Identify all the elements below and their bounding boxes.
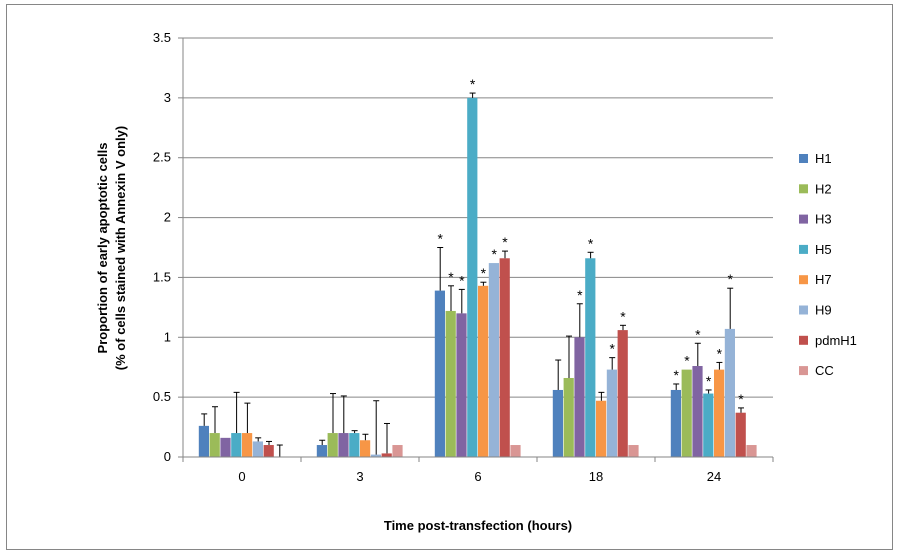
- bar-H2-0: [209, 433, 220, 457]
- legend-label-pdmH1: pdmH1: [815, 333, 857, 348]
- bar-H7-24: [714, 369, 725, 457]
- legend-swatch-H2: [799, 184, 808, 194]
- y-tick-label: 2: [164, 210, 171, 225]
- x-tick-label: 6: [474, 469, 481, 484]
- y-axis-title-line2: (% of cells stained with Annexin V only): [113, 126, 128, 370]
- legend-swatch-H9: [799, 305, 808, 315]
- significance-marker: *: [727, 271, 733, 287]
- y-tick-label: 3: [164, 90, 171, 105]
- bar-pdmH1-24: [735, 412, 746, 457]
- bar-H2-6: [445, 310, 456, 457]
- significance-marker: *: [491, 246, 497, 262]
- y-tick-labels: 0 0.5 1 1.5 2 2.5 3 3.5: [153, 30, 183, 464]
- bar-H1-0: [198, 425, 209, 457]
- x-tick-label: 18: [589, 469, 603, 484]
- bar-H2-18: [563, 377, 574, 457]
- bar-H7-18: [596, 400, 607, 457]
- x-tick-label: 3: [356, 469, 363, 484]
- bar-pdmH1-0: [263, 445, 274, 457]
- bar-CC-24: [746, 445, 757, 457]
- bar-H9-24: [724, 328, 735, 457]
- y-axis-title-line1: Proportion of early apoptotic cells: [95, 143, 110, 354]
- bar-H7-0: [242, 433, 253, 457]
- bar-pdmH1-18: [617, 330, 628, 457]
- significance-marker: *: [577, 287, 583, 303]
- bar-H9-3: [370, 454, 381, 457]
- significance-marker: *: [481, 265, 487, 281]
- bar-H1-3: [316, 445, 327, 457]
- significance-marker: *: [609, 341, 615, 357]
- x-axis-title: Time post-transfection (hours): [384, 518, 572, 533]
- legend-label-H7: H7: [815, 272, 832, 287]
- bar-H1-18: [552, 389, 563, 457]
- significance-marker: *: [459, 272, 465, 288]
- legend-swatch-H7: [799, 275, 808, 285]
- bar-pdmH1-3: [381, 453, 392, 457]
- significance-marker: *: [673, 367, 679, 383]
- bar-H3-3: [338, 433, 349, 457]
- bar-H9-0: [252, 441, 263, 457]
- y-tick-label: 0: [164, 449, 171, 464]
- bar-H5-0: [231, 433, 242, 457]
- y-tick-label: 3.5: [153, 30, 171, 45]
- bar-H3-18: [574, 337, 585, 457]
- legend-swatch-pdmH1: [799, 335, 808, 345]
- legend-label-H2: H2: [815, 181, 832, 196]
- bars: ******************: [198, 76, 757, 457]
- significance-marker: *: [470, 76, 476, 92]
- bar-H3-24: [692, 366, 703, 457]
- significance-marker: *: [706, 373, 712, 389]
- significance-marker: *: [738, 391, 744, 407]
- x-tick-label: 0: [238, 469, 245, 484]
- y-tick-label: 1.5: [153, 269, 171, 284]
- bar-H3-6: [456, 313, 467, 457]
- legend: H1 H2 H3 H5 H7 H9 pdmH1 CC: [799, 151, 857, 378]
- bar-H1-24: [670, 389, 681, 457]
- x-tick-label: 24: [707, 469, 721, 484]
- bar-CC-3: [392, 445, 403, 457]
- significance-marker: *: [684, 353, 690, 369]
- significance-marker: *: [717, 345, 723, 361]
- legend-swatch-CC: [799, 366, 808, 376]
- y-tick-label: 2.5: [153, 150, 171, 165]
- axes: [182, 38, 773, 458]
- bar-H5-6: [467, 97, 478, 457]
- y-tick-label: 0.5: [153, 389, 171, 404]
- bar-H3-0: [220, 437, 231, 457]
- bar-H5-24: [703, 393, 714, 457]
- significance-marker: *: [588, 235, 594, 251]
- significance-marker: *: [620, 308, 626, 324]
- bar-H9-6: [488, 263, 499, 457]
- bar-H5-3: [349, 433, 360, 457]
- significance-marker: *: [448, 269, 454, 285]
- y-tick-label: 1: [164, 329, 171, 344]
- legend-label-H1: H1: [815, 151, 832, 166]
- bar-H7-6: [478, 285, 489, 457]
- bar-H1-6: [434, 290, 445, 457]
- significance-marker: *: [695, 326, 701, 342]
- significance-marker: *: [437, 231, 443, 247]
- bar-H7-3: [360, 440, 371, 457]
- bar-H2-24: [681, 369, 692, 457]
- legend-label-H5: H5: [815, 242, 832, 257]
- bar-CC-18: [628, 445, 639, 457]
- legend-swatch-H3: [799, 214, 808, 224]
- bar-H5-18: [585, 258, 596, 457]
- x-tick-labels: 0 3 6 18 24: [182, 457, 774, 484]
- legend-label-H3: H3: [815, 212, 832, 227]
- significance-marker: *: [502, 234, 508, 250]
- legend-swatch-H1: [799, 154, 808, 163]
- legend-swatch-H5: [799, 244, 808, 254]
- bar-CC-6: [510, 445, 521, 457]
- legend-label-CC: CC: [815, 363, 834, 378]
- legend-label-H9: H9: [815, 303, 832, 318]
- bar-H2-3: [327, 433, 338, 457]
- bar-pdmH1-6: [499, 258, 510, 457]
- bar-H9-18: [606, 369, 617, 457]
